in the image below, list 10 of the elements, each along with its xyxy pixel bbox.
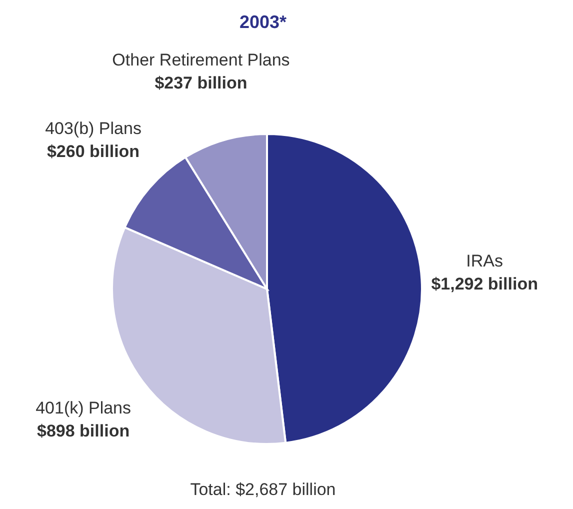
data-label: $237 billion	[154, 74, 248, 93]
slice-label: 403(b) Plans	[45, 119, 142, 138]
data-label: $260 billion	[46, 142, 140, 162]
data-label: $898 billion	[37, 421, 130, 440]
slice-label: Other Retirement Plans	[112, 50, 290, 70]
chart-title: 2003*	[238, 12, 288, 33]
slice-label: IRAs	[466, 252, 504, 271]
text: Total: $2,687 billion	[189, 480, 337, 500]
data-label: $1,292 billion	[431, 274, 538, 294]
slice-label: 401(k) Plans	[36, 398, 132, 418]
